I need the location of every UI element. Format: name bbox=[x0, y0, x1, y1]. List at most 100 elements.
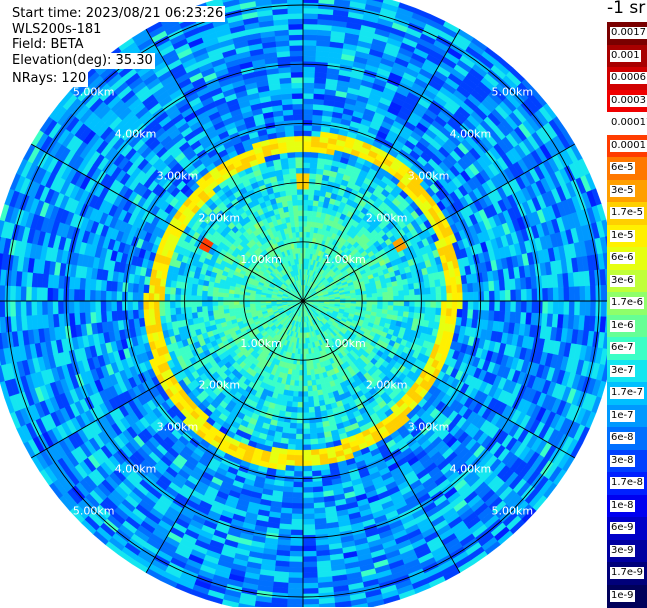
field-cell bbox=[601, 285, 607, 301]
field-cell bbox=[414, 307, 420, 313]
field-cell bbox=[542, 301, 548, 314]
field-cell bbox=[303, 439, 311, 445]
field-cell bbox=[296, 434, 303, 440]
field-cell bbox=[311, 444, 319, 450]
field-cell bbox=[431, 294, 437, 301]
field-cell bbox=[425, 301, 431, 308]
field-cell bbox=[404, 295, 410, 301]
field-cell bbox=[494, 280, 500, 291]
field-cell bbox=[289, 562, 303, 568]
field-cell bbox=[473, 310, 479, 320]
field-cell bbox=[313, 99, 324, 105]
field-cell bbox=[309, 184, 315, 190]
field-cell bbox=[489, 291, 495, 301]
field-cell bbox=[367, 301, 373, 305]
field-cell bbox=[388, 292, 394, 297]
field-cell bbox=[447, 301, 453, 309]
field-cell bbox=[314, 508, 325, 514]
field-cell bbox=[430, 308, 436, 315]
field-cell bbox=[298, 386, 303, 392]
field-cell bbox=[303, 407, 309, 413]
field-cell bbox=[387, 287, 393, 292]
field-cell bbox=[303, 99, 314, 105]
field-cell bbox=[293, 493, 303, 499]
field-cell bbox=[499, 311, 505, 322]
field-cell bbox=[532, 289, 538, 301]
field-cell bbox=[356, 298, 361, 301]
field-cell bbox=[303, 471, 312, 477]
field-cell bbox=[585, 286, 591, 301]
field-cell bbox=[303, 157, 311, 163]
field-cell bbox=[303, 354, 306, 359]
field-cell bbox=[313, 396, 319, 402]
field-cell bbox=[484, 291, 490, 301]
field-cell bbox=[303, 583, 318, 589]
field-cell bbox=[290, 546, 303, 552]
field-cell bbox=[425, 288, 431, 295]
field-cell bbox=[308, 386, 313, 392]
field-cell bbox=[303, 514, 314, 520]
field-cell bbox=[489, 311, 495, 321]
field-cell bbox=[306, 365, 310, 371]
field-cell bbox=[312, 385, 317, 391]
field-cell bbox=[452, 301, 458, 309]
field-cell bbox=[303, 503, 314, 509]
field-cell bbox=[398, 306, 404, 312]
field-cell bbox=[292, 396, 298, 402]
field-cell bbox=[288, 588, 303, 594]
field-cell bbox=[303, 77, 315, 83]
field-cell bbox=[303, 562, 317, 568]
field-cell bbox=[303, 35, 317, 41]
field-cell bbox=[408, 284, 414, 290]
field-cell bbox=[294, 477, 304, 483]
field-cell bbox=[303, 567, 317, 573]
field-cell bbox=[499, 280, 505, 291]
field-cell bbox=[446, 285, 452, 293]
field-cell bbox=[372, 297, 377, 301]
field-cell bbox=[425, 307, 431, 314]
field-cell bbox=[308, 195, 314, 201]
field-cell bbox=[479, 301, 485, 311]
field-cell bbox=[303, 93, 314, 99]
field-cell bbox=[303, 487, 313, 493]
field-cell bbox=[309, 423, 316, 429]
field-cell bbox=[303, 599, 319, 605]
field-cell bbox=[289, 572, 304, 578]
field-cell bbox=[314, 190, 320, 196]
field-cell bbox=[378, 297, 383, 301]
field-cell bbox=[295, 455, 303, 461]
field-cell bbox=[297, 413, 303, 419]
field-cell bbox=[293, 482, 303, 488]
field-cell bbox=[285, 471, 295, 477]
field-cell bbox=[303, 13, 318, 19]
field-cell bbox=[495, 301, 501, 311]
field-cell bbox=[308, 402, 314, 408]
field-cell bbox=[372, 301, 377, 305]
field-cell bbox=[303, 365, 307, 371]
field-cell bbox=[479, 292, 485, 302]
field-cell bbox=[478, 282, 484, 292]
field-cell bbox=[409, 301, 415, 307]
field-cell bbox=[303, 466, 312, 472]
field-cell bbox=[313, 104, 324, 110]
field-cell bbox=[315, 412, 322, 418]
field-cell bbox=[311, 455, 320, 461]
field-cell bbox=[286, 406, 292, 412]
field-cell bbox=[298, 392, 303, 397]
field-cell bbox=[511, 301, 517, 312]
field-cell bbox=[351, 295, 357, 298]
field-cell bbox=[399, 301, 404, 306]
field-cell bbox=[510, 279, 516, 290]
field-cell bbox=[303, 24, 318, 30]
field-cell bbox=[298, 397, 303, 402]
field-cell bbox=[462, 309, 468, 318]
field-cell bbox=[303, 242, 306, 247]
field-cell bbox=[313, 115, 323, 121]
field-cell bbox=[404, 306, 410, 312]
field-cell bbox=[287, 449, 295, 455]
field-cell bbox=[308, 396, 314, 402]
field-cell bbox=[308, 211, 313, 217]
field-cell bbox=[303, 104, 313, 110]
field-cell bbox=[310, 163, 318, 169]
field-cell bbox=[303, 429, 310, 435]
